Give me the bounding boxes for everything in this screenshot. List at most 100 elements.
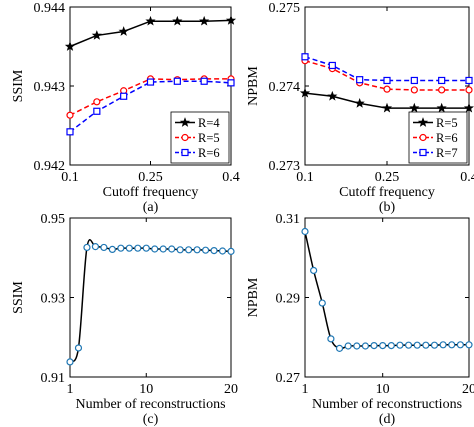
data-point-marker: [361, 342, 370, 350]
chart-panel-3: 1 10 20 0.27 0.29 0.31 Number of reconstructio…: [246, 212, 474, 427]
legend-box: [170, 111, 230, 164]
data-point-marker: [83, 243, 91, 252]
legend-entry-label: R=5: [436, 116, 458, 130]
x-tick-label: 1: [302, 382, 309, 397]
y-axis-label: NPBM: [246, 66, 261, 106]
data-point-marker: [430, 341, 439, 349]
data-point-marker: [201, 246, 210, 254]
panel-label: (a): [143, 200, 159, 215]
data-point-marker: [409, 102, 420, 113]
data-point-marker: [463, 102, 474, 113]
data-point-marker: [354, 98, 365, 108]
data-point-marker: [173, 77, 181, 85]
data-point-marker: [66, 111, 74, 119]
x-axis-label: Number of reconstructions: [75, 397, 225, 412]
data-point-marker: [410, 76, 418, 85]
data-point-marker: [225, 15, 237, 25]
legend-marker: [419, 133, 427, 142]
legend-entry-label: R=5: [198, 131, 220, 145]
data-point-marker: [193, 246, 201, 254]
y-axis-label: NPBM: [246, 277, 261, 317]
x-axis-label: Number of reconstructions: [312, 397, 462, 412]
legend-marker: [181, 148, 189, 157]
data-point-marker: [227, 247, 235, 255]
y-axis-label: SSIM: [11, 281, 26, 314]
x-tick-label: 1: [67, 382, 74, 397]
data-point-marker: [125, 244, 133, 252]
x-tick-label: 0.1: [61, 170, 79, 185]
legend-marker: [417, 117, 429, 127]
x-tick-label: 10: [139, 382, 153, 397]
data-point-marker: [151, 245, 159, 253]
data-point-marker: [438, 86, 446, 94]
chart-panel-0: 0.1 0.25 0.4 0.942 0.943 0.944 Cutoff frequenc…: [11, 1, 240, 215]
legend-marker: [181, 133, 189, 142]
data-point-marker: [159, 245, 167, 253]
data-point-marker: [387, 341, 395, 350]
data-point-marker: [465, 76, 473, 85]
data-point-marker: [218, 247, 227, 255]
data-point-marker: [436, 102, 447, 113]
chart-panel-2: 1 10 20 0.91 0.93 0.95 Number of reconstructio…: [11, 212, 238, 427]
data-point-marker: [299, 87, 311, 98]
data-point-marker: [381, 102, 393, 113]
data-point-marker: [227, 79, 235, 87]
data-point-marker: [310, 266, 318, 275]
x-tick-label: 0.25: [375, 170, 400, 185]
data-point-marker: [185, 246, 193, 254]
legend-entry-label: R=6: [198, 146, 220, 160]
data-point-marker: [142, 244, 150, 252]
data-point-marker: [438, 76, 446, 85]
data-point-marker: [413, 341, 421, 349]
legend-marker: [179, 117, 191, 127]
y-tick-label: 0.274: [269, 80, 301, 95]
plot-frame: [304, 217, 470, 378]
data-point-marker: [448, 341, 456, 349]
data-point-marker: [91, 30, 102, 40]
x-tick-label: 0.4: [460, 170, 474, 185]
y-tick-label: 0.273: [269, 159, 301, 174]
data-point-marker: [335, 344, 344, 352]
data-point-marker: [66, 128, 74, 136]
data-point-marker: [327, 335, 335, 343]
x-axis-label: Cutoff frequency: [103, 185, 199, 200]
x-axis-label: Cutoff frequency: [339, 185, 435, 200]
data-point-marker: [410, 86, 418, 94]
data-point-marker: [66, 358, 74, 366]
data-point-marker: [168, 245, 176, 253]
data-point-marker: [370, 341, 378, 350]
series-line-0: [69, 238, 232, 363]
data-point-marker: [344, 342, 352, 350]
data-point-marker: [199, 15, 210, 26]
data-point-marker: [318, 299, 326, 307]
data-point-marker: [383, 85, 391, 93]
panel-label: (c): [143, 412, 159, 427]
data-point-marker: [100, 243, 108, 252]
data-point-marker: [118, 26, 129, 36]
data-point-marker: [145, 15, 156, 26]
y-tick-label: 0.275: [269, 1, 301, 16]
panel-label: (b): [379, 200, 396, 215]
data-point-marker: [74, 344, 83, 352]
y-tick-label: 0.29: [276, 292, 301, 307]
legend-entry-label: R=4: [198, 116, 220, 130]
y-tick-label: 0.27: [276, 371, 301, 386]
chart-panel-1: 0.1 0.25 0.4 0.273 0.274 0.275 Cutoff frequenc…: [246, 1, 474, 215]
y-tick-label: 0.93: [41, 292, 66, 307]
y-axis-label: SSIM: [11, 69, 26, 102]
data-point-marker: [396, 341, 404, 349]
data-point-marker: [134, 244, 142, 252]
x-tick-label: 0.4: [222, 170, 240, 185]
data-point-marker: [422, 341, 430, 349]
legend: R=4R=5R=6: [170, 111, 230, 164]
data-point-marker: [328, 61, 336, 70]
data-point-marker: [356, 76, 364, 84]
data-point-marker: [456, 341, 464, 349]
data-point-marker: [353, 342, 361, 350]
y-tick-label: 0.95: [41, 212, 66, 227]
data-point-marker: [93, 98, 101, 106]
data-point-marker: [404, 341, 413, 349]
data-point-marker: [93, 107, 101, 115]
data-point-marker: [465, 341, 473, 349]
x-tick-label: 0.1: [296, 170, 314, 185]
